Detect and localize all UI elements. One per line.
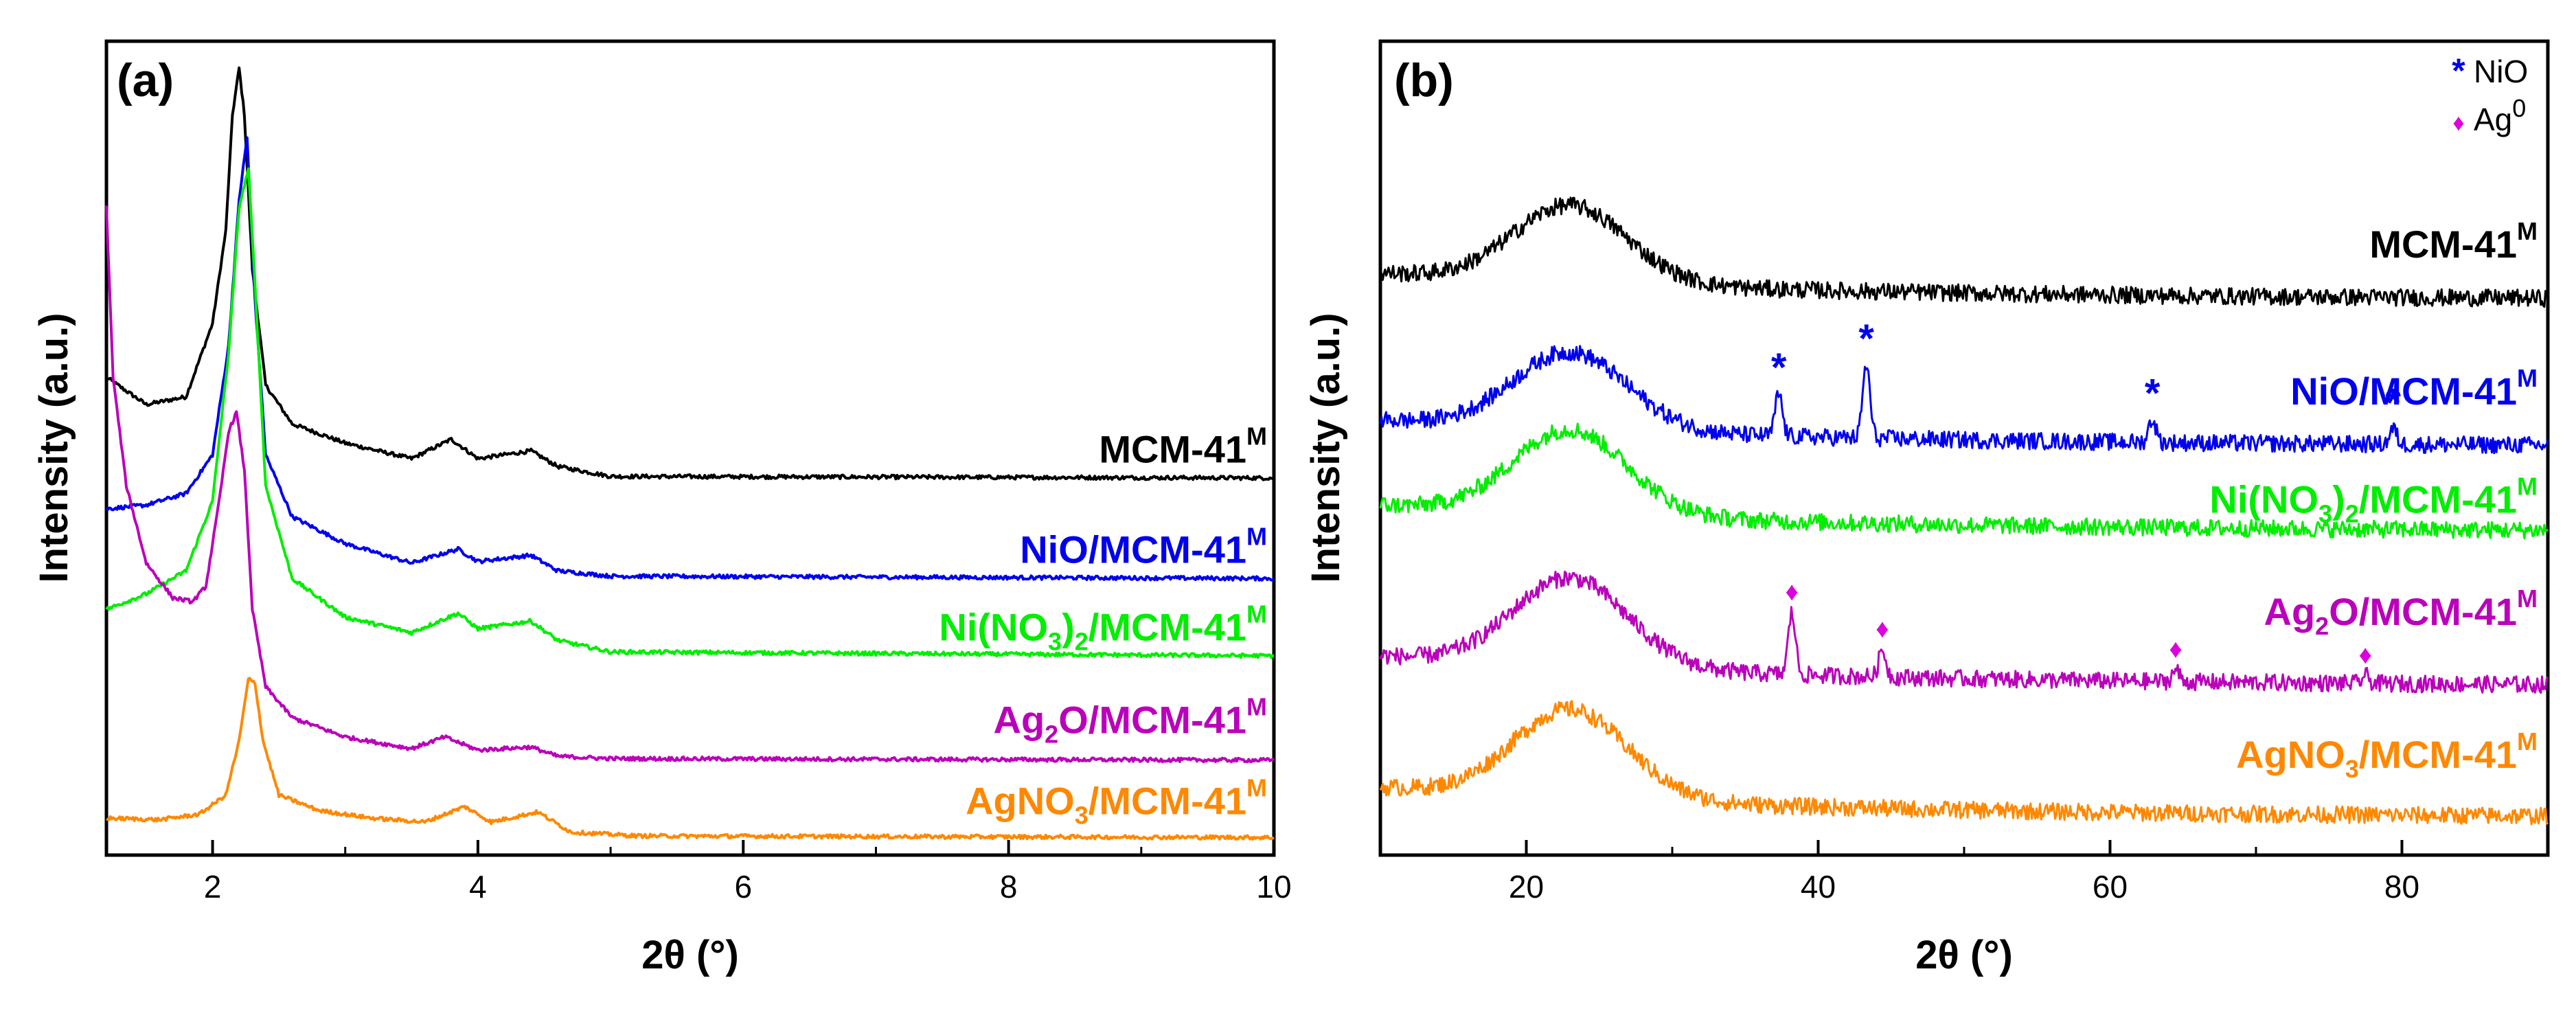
panel-b-series-line: [1379, 700, 2549, 826]
panel-a-series-label: Ag2O/MCM-41M: [994, 692, 1267, 748]
peak-marker: ♦: [1786, 578, 1799, 606]
panel-a-series-labels: MCM-41M NiO/MCM-41M Ni(NO3)2/MCM-41M Ag2O/M…: [939, 422, 1267, 829]
legend-symbol: *: [2452, 52, 2465, 90]
panel-a-series-line: [105, 205, 1275, 764]
x-tick-label: 2: [204, 869, 222, 905]
panel-a-series-line: [106, 677, 1275, 841]
panel-b: (b) * * * * ♦ ♦ ♦ ♦ MCM-41M NiO/MCM-41M Ni(NO3)2/…: [1303, 39, 2550, 977]
peak-marker: *: [2385, 380, 2401, 425]
panel-b-series-group: [1379, 196, 2549, 826]
x-tick-label: 80: [2384, 869, 2419, 905]
panel-a-series-label: AgNO3/MCM-41M: [966, 774, 1267, 830]
legend-symbol: ♦: [2452, 110, 2464, 136]
panel-b-y-axis-title: Intensity (a.u.): [1303, 313, 1348, 582]
panel-a-x-ticks: 2 4 6 8 10: [204, 840, 1292, 905]
panel-b-series-line: [1379, 345, 2549, 455]
peak-marker: ♦: [2169, 635, 2182, 664]
panel-a-frame: [104, 39, 1276, 857]
panel-b-series-line: [1379, 196, 2549, 308]
peak-marker: ♦: [2359, 641, 2372, 670]
x-tick-label: 40: [1801, 869, 1836, 905]
legend-label: NiO: [2474, 54, 2528, 89]
panel-b-series-label: NiO/MCM-41M: [2290, 364, 2538, 413]
panel-a-y-axis-title: Intensity (a.u.): [32, 313, 76, 582]
panel-b-series-label: MCM-41M: [2369, 217, 2538, 266]
panel-a-series-label: MCM-41M: [1099, 422, 1267, 470]
panel-b-series-label: Ni(NO3)2/MCM-41M: [2209, 473, 2538, 528]
legend-label: Ag0: [2474, 94, 2526, 137]
panel-b-x-axis-title: 2θ (°): [1915, 933, 2013, 977]
panel-b-series-label: AgNO3/MCM-41M: [2236, 727, 2538, 783]
panel-b-legend: * NiO ♦ Ag0: [2452, 52, 2528, 137]
panel-a-series-group: [105, 66, 1275, 841]
panel-a-series-line: [105, 167, 1275, 659]
x-tick-label: 10: [1256, 869, 1291, 905]
panel-b-series-labels: MCM-41M NiO/MCM-41M Ni(NO3)2/MCM-41M Ag2O/M…: [2209, 217, 2538, 783]
panel-a-series-label: NiO/MCM-41M: [1020, 523, 1267, 571]
x-tick-label: 20: [1509, 869, 1544, 905]
panel-b-x-ticks: 20 40 60 80: [1509, 840, 2549, 905]
x-tick-label: 8: [1000, 869, 1018, 905]
panel-b-series-line: [1379, 570, 2549, 694]
panel-b-series-line: [1379, 422, 2549, 540]
peak-marker: *: [2145, 371, 2161, 416]
panel-b-label: (b): [1394, 54, 1454, 106]
peak-marker: ♦: [1876, 615, 1889, 644]
peak-marker: *: [1771, 345, 1787, 390]
panel-b-peak-markers: * * * * ♦ ♦ ♦ ♦: [1771, 317, 2402, 670]
x-tick-label: 4: [469, 869, 487, 905]
panel-a-series-label: Ni(NO3)2/MCM-41M: [939, 600, 1267, 655]
panel-a-series-line: [105, 66, 1275, 481]
panel-a: (a) MCM-41M NiO/MCM-41M Ni(NO3)2/MCM-41M Ag…: [32, 39, 1292, 977]
panel-b-series-label: Ag2O/MCM-41M: [2264, 584, 2538, 640]
x-tick-label: 60: [2093, 869, 2128, 905]
panel-a-label: (a): [117, 54, 174, 106]
x-tick-label: 6: [734, 869, 752, 905]
peak-marker: *: [1858, 317, 1874, 361]
panel-a-series-line: [105, 136, 1275, 582]
panel-a-x-axis-title: 2θ (°): [641, 933, 739, 977]
